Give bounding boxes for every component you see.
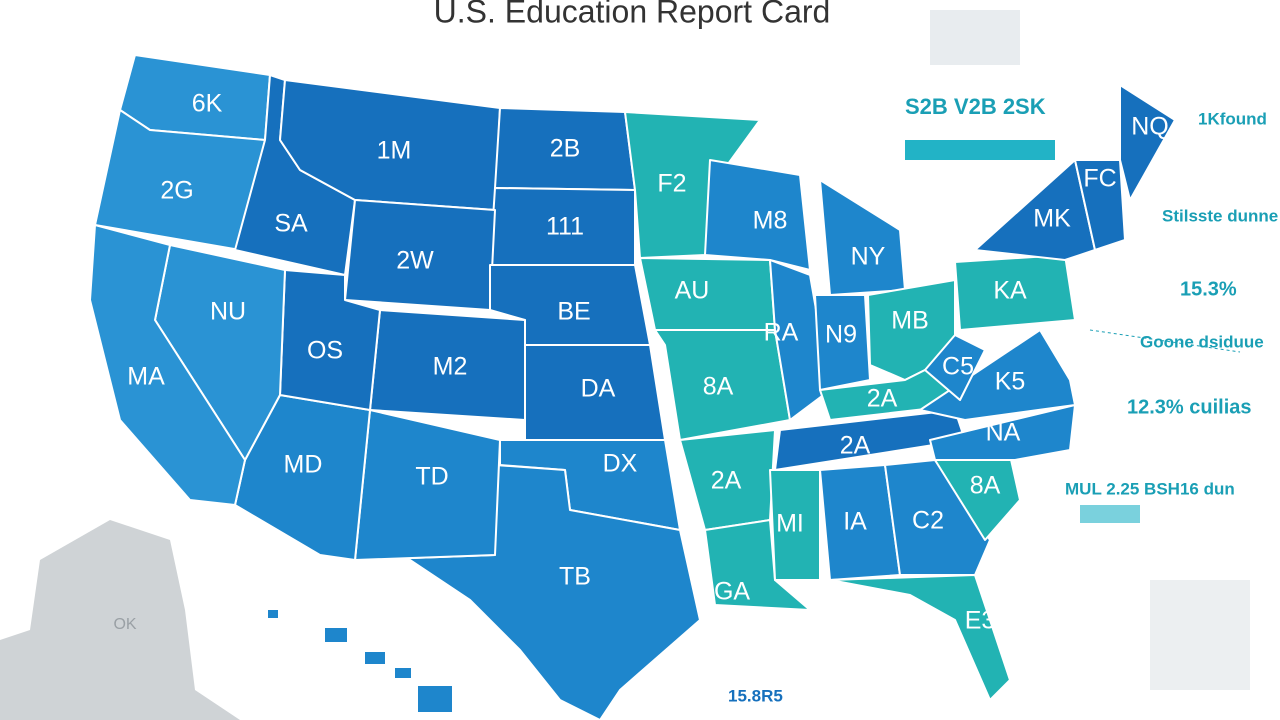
state-label: DA [581, 375, 616, 403]
annotation: 15.8R5 [728, 686, 783, 705]
state-label: 2A [711, 467, 742, 495]
state-shape [1074, 159, 1126, 251]
state-label: 1M [377, 137, 412, 165]
states [89, 54, 1176, 720]
state-label: 8A [970, 472, 1001, 500]
state-shape [89, 224, 246, 506]
state-label: NU [210, 298, 246, 326]
state-shape [704, 519, 811, 611]
state-label: MI [776, 510, 804, 538]
state-shape [1119, 84, 1176, 201]
alaska-shape [0, 520, 240, 720]
annotation: MUL 2.25 BSH16 dun [1065, 479, 1235, 498]
state-label: NY [851, 243, 886, 271]
state-label: F2 [657, 170, 686, 198]
state-label: C5 [942, 353, 974, 381]
state-shape [924, 334, 986, 401]
state-shape [654, 329, 791, 441]
state-label: 2B [550, 135, 581, 163]
state-shape [829, 574, 1011, 701]
hawaii-shape [268, 610, 452, 712]
state-shape [769, 469, 821, 581]
state-shape [704, 159, 811, 271]
decor [930, 10, 1020, 65]
state-label: BE [557, 298, 590, 326]
annotation: 15.3% [1180, 278, 1237, 300]
state-label: 2A [840, 432, 871, 460]
state-label: DX [603, 450, 638, 478]
state-label: C2 [912, 507, 944, 535]
state-label: TD [415, 463, 448, 491]
state-label: 8A [703, 373, 734, 401]
annotation: 12.3% cuilias [1127, 396, 1252, 418]
state-label: 2A [867, 385, 898, 413]
annotation: Stilsste dunne [1162, 206, 1278, 225]
state-label: 2G [160, 177, 193, 205]
state-shape [954, 254, 1076, 331]
state-label: SA [274, 210, 308, 238]
state-label: IA [843, 508, 867, 536]
state-label: MK [1033, 205, 1071, 233]
decor-bar [905, 140, 1055, 160]
annotations: S2B V2B 2SK 1Kfound Stilsste dunne 15.3%… [728, 94, 1278, 706]
state-label: M2 [433, 353, 468, 381]
state-label: RA [764, 319, 799, 347]
state-label: KA [993, 277, 1027, 305]
state-label: MB [891, 307, 929, 335]
annotation: S2B V2B 2SK [905, 94, 1046, 119]
state-shape [819, 179, 906, 296]
state-label: 2W [396, 247, 434, 275]
state-label: N9 [825, 321, 857, 349]
state-label: MD [284, 451, 323, 479]
state-label: M8 [753, 207, 788, 235]
leader [1089, 329, 1241, 353]
annotation: 1Kfound [1198, 109, 1267, 128]
alaska-label: OK [113, 616, 136, 633]
decor-bar [1080, 505, 1140, 523]
state-label: 111 [546, 213, 584, 241]
state-labels: 6K 2G SA 1M 2B 111 2W BE M2 DA DX TB TD … [113, 90, 1168, 635]
annotation: Goone dsiduue [1140, 332, 1264, 351]
state-label: 6K [192, 90, 223, 118]
state-label: NA [986, 419, 1021, 447]
decor [1150, 580, 1250, 690]
state-label: E3 [965, 607, 996, 635]
state-label: OS [307, 337, 343, 365]
state-label: TB [559, 563, 591, 591]
state-shape [929, 404, 1076, 461]
state-label: FC [1083, 165, 1116, 193]
state-label: MA [127, 363, 165, 391]
state-shape [884, 459, 991, 576]
state-label: AU [675, 277, 710, 305]
state-shape [814, 294, 871, 391]
state-label: K5 [995, 368, 1026, 396]
state-label: NQ [1131, 113, 1169, 141]
state-label: GA [714, 578, 750, 606]
state-shape [769, 259, 831, 421]
title: U.S. Education Report Card [434, 0, 831, 29]
